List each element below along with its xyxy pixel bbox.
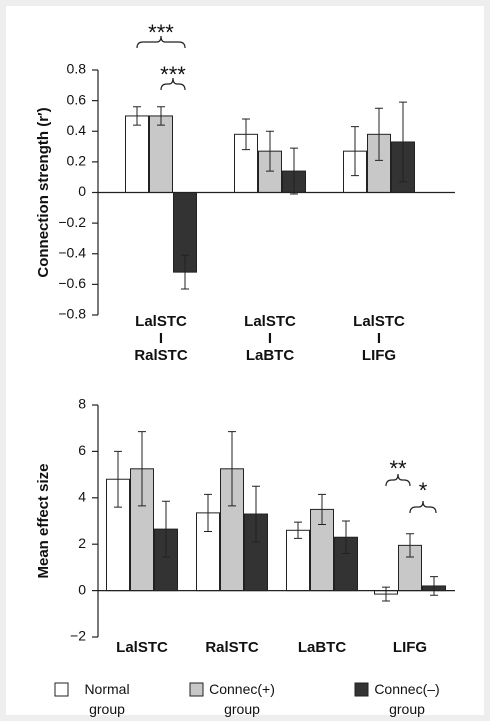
legend-label: Connec(+) group	[209, 681, 275, 717]
panel	[6, 6, 484, 715]
legend-label: Normal group	[84, 681, 129, 717]
significance-label: **	[389, 456, 407, 481]
y-tick-label: 0	[78, 581, 86, 597]
error-bar	[138, 431, 146, 507]
error-bar	[294, 521, 302, 539]
bar	[125, 115, 149, 193]
y-tick-label: 0.4	[67, 122, 87, 138]
error-bar	[181, 254, 189, 290]
y-tick-label: 0	[78, 183, 86, 199]
y-tick-label: 8	[78, 396, 86, 412]
error-bar	[406, 533, 414, 558]
bracket	[385, 473, 411, 487]
error-bar	[290, 147, 298, 195]
y-tick-label: −0.4	[58, 244, 86, 260]
error-bar	[157, 106, 165, 126]
y-tick-label: 2	[78, 535, 86, 551]
x-tick-label: LalSTC I LIFG	[353, 313, 405, 364]
error-bar	[399, 101, 407, 183]
y-tick-label: −0.6	[58, 275, 86, 291]
x-tick-label: LalSTC I LaBTC	[244, 313, 296, 364]
y-tick-label: −0.2	[58, 214, 86, 230]
y-tick-label: −0.8	[58, 306, 86, 322]
bracket	[136, 35, 186, 49]
significance-label: ***	[160, 62, 186, 87]
x-tick-label: LalSTC	[116, 639, 168, 656]
error-bar	[375, 107, 383, 161]
error-bar	[162, 500, 170, 558]
y-tick-label: 4	[78, 489, 86, 505]
error-bar	[430, 576, 438, 596]
y-tick-label: 0.2	[67, 153, 87, 169]
x-tick-label: LalSTC I RalSTC	[134, 313, 188, 364]
x-tick-label: LaBTC	[298, 639, 347, 656]
legend-label: Connec(–) group	[374, 681, 439, 717]
x-tick-label: RalSTC	[205, 639, 259, 656]
legend-swatch	[54, 682, 69, 697]
y-axis-label: Mean effect size	[35, 463, 52, 578]
y-tick-label: 0.8	[67, 61, 87, 77]
y-axis-label: Connection strength (r′)	[35, 107, 52, 277]
significance-label: *	[419, 478, 428, 503]
error-bar	[242, 118, 250, 151]
error-bar	[204, 493, 212, 532]
x-tick-label: LIFG	[393, 639, 427, 656]
error-bar	[114, 450, 122, 508]
error-bar	[252, 485, 260, 543]
bracket	[160, 77, 186, 91]
bar	[149, 115, 173, 193]
y-tick-label: −2	[70, 628, 86, 644]
legend-swatch	[189, 682, 204, 697]
error-bar	[266, 130, 274, 172]
y-tick-label: 0.6	[67, 91, 87, 107]
error-bar	[342, 520, 350, 554]
error-bar	[133, 106, 141, 126]
legend-swatch	[354, 682, 369, 697]
error-bar	[351, 126, 359, 177]
y-tick-label: 6	[78, 442, 86, 458]
significance-label: ***	[148, 20, 174, 45]
bar	[286, 529, 310, 592]
error-bar	[382, 586, 390, 602]
error-bar	[228, 431, 236, 507]
bracket	[409, 500, 437, 514]
error-bar	[318, 493, 326, 525]
